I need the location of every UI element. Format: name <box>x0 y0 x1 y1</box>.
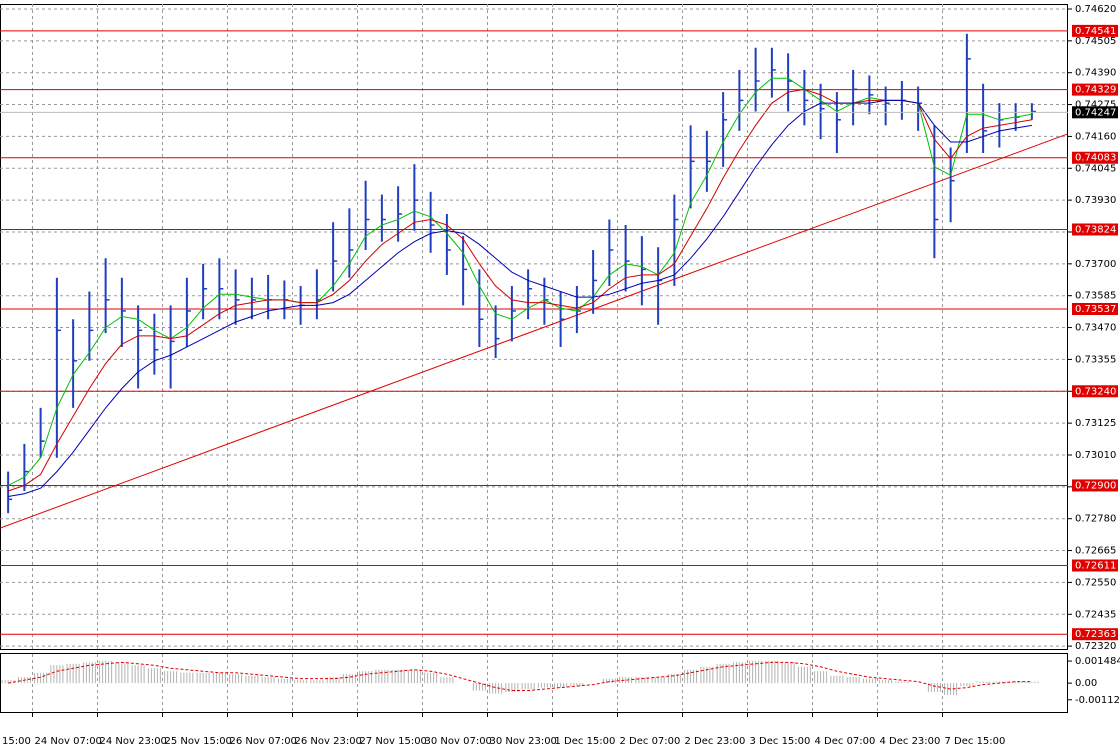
y-tick-label: 0.72320 <box>1075 641 1116 652</box>
x-tick-label: 30 Nov 07:00 <box>425 736 492 747</box>
x-tick-label: 2 Dec 07:00 <box>620 736 681 747</box>
y-tick-label: 0.74275 <box>1075 100 1116 111</box>
x-tick-label: 24 Nov 23:00 <box>100 736 167 747</box>
y-tick-label: 0.73470 <box>1075 323 1116 334</box>
trendline <box>0 133 1068 529</box>
osc-signal <box>8 661 1032 692</box>
y-tick-label: 0.74390 <box>1075 68 1116 79</box>
level-label: 0.74083 <box>1075 153 1116 164</box>
y-tick-label: 0.73700 <box>1075 259 1116 270</box>
x-tick-label: 3 Dec 15:00 <box>750 736 811 747</box>
level-label: 0.73824 <box>1075 224 1116 235</box>
y-tick-label: 0.72550 <box>1075 577 1116 588</box>
moving-average <box>8 99 1032 498</box>
y-tick-label: 0.74160 <box>1075 131 1116 142</box>
level-tag <box>1072 223 1118 236</box>
y-tick-label: 0.73930 <box>1075 195 1116 206</box>
y-tick-label: 0.73010 <box>1075 450 1116 461</box>
moving-average <box>7 88 1032 492</box>
x-tick-label: 24 Nov 07:00 <box>35 736 102 747</box>
level-tag <box>1072 302 1118 315</box>
x-tick-label: 30 Nov 23:00 <box>490 736 557 747</box>
current-price-label: 0.74247 <box>1075 107 1116 118</box>
current-price-tag <box>1072 106 1118 119</box>
x-tick-label: 27 Nov 15:00 <box>360 736 427 747</box>
level-label: 0.73240 <box>1075 386 1116 397</box>
x-tick-label: 7 Dec 15:00 <box>945 736 1006 747</box>
moving-average <box>7 77 1032 486</box>
level-tag <box>1072 83 1118 96</box>
level-tag <box>1072 24 1118 37</box>
y-tick-label: 0.73585 <box>1075 291 1116 302</box>
y-tick-label: 0.72780 <box>1075 514 1116 525</box>
y-tick-label: 0.73355 <box>1075 354 1116 365</box>
x-tick-label: 26 Nov 07:00 <box>230 736 297 747</box>
level-label: 0.72611 <box>1075 561 1116 572</box>
level-tag <box>1072 559 1118 572</box>
x-tick-label: 26 Nov 23:00 <box>295 736 362 747</box>
level-label: 0.72363 <box>1075 629 1116 640</box>
x-tick-label: 4 Dec 23:00 <box>880 736 941 747</box>
osc-tick-label: 0.001484 <box>1075 656 1120 667</box>
level-tag <box>1072 151 1118 164</box>
x-tick-label: 2 Dec 23:00 <box>685 736 746 747</box>
y-tick-label: 0.72435 <box>1075 609 1116 620</box>
x-tick-label: 1 Dec 15:00 <box>555 736 616 747</box>
y-tick-label: 0.74505 <box>1075 36 1116 47</box>
main-plot <box>0 4 1068 650</box>
oscillator-plot <box>1 654 1039 713</box>
level-tag <box>1072 385 1118 398</box>
x-tick-label: 15:00 <box>2 736 31 747</box>
oscillator-frame <box>0 653 1068 713</box>
level-label: 0.74329 <box>1075 85 1116 96</box>
level-tag <box>1072 479 1118 492</box>
y-tick-label: 0.74045 <box>1075 163 1116 174</box>
osc-tick-label: -0.00112 <box>1075 695 1120 706</box>
level-label: 0.74541 <box>1075 26 1116 37</box>
y-tick-label: 0.74620 <box>1075 4 1116 15</box>
osc-tick-label: 0.00 <box>1075 678 1097 689</box>
level-label: 0.73537 <box>1075 304 1116 315</box>
x-tick-label: 25 Nov 15:00 <box>165 736 232 747</box>
level-label: 0.72900 <box>1075 480 1116 491</box>
y-tick-label: 0.72665 <box>1075 546 1116 557</box>
y-tick-label: 0.73125 <box>1075 418 1116 429</box>
level-tag <box>1072 628 1118 641</box>
x-tick-label: 4 Dec 07:00 <box>815 736 876 747</box>
